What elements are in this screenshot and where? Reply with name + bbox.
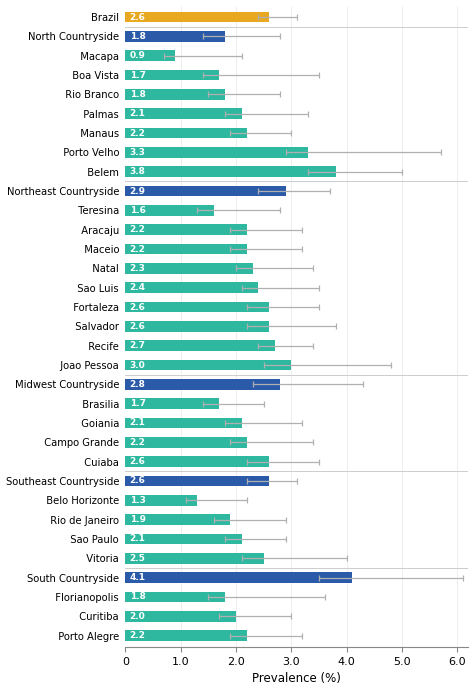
Text: 2.8: 2.8	[130, 380, 146, 389]
Bar	[125, 611, 236, 622]
Text: 1.6: 1.6	[130, 206, 146, 215]
Bar	[125, 31, 225, 41]
Text: 0.9: 0.9	[130, 51, 146, 60]
Bar	[125, 553, 264, 564]
Text: 2.6: 2.6	[130, 457, 146, 466]
Text: 2.6: 2.6	[130, 477, 146, 486]
Bar	[125, 417, 242, 428]
Bar	[125, 244, 247, 254]
Bar	[125, 360, 292, 370]
Text: 2.4: 2.4	[130, 283, 146, 292]
Bar	[125, 630, 247, 641]
Bar	[125, 128, 247, 138]
X-axis label: Prevalence (%): Prevalence (%)	[253, 672, 341, 685]
Bar	[125, 89, 225, 100]
Text: 1.8: 1.8	[130, 32, 146, 41]
Text: 2.7: 2.7	[130, 341, 146, 350]
Bar	[125, 205, 214, 216]
Bar	[125, 186, 286, 196]
Text: 2.6: 2.6	[130, 12, 146, 21]
Text: 2.1: 2.1	[130, 534, 146, 543]
Bar	[125, 263, 253, 274]
Text: 3.8: 3.8	[130, 167, 146, 176]
Text: 4.1: 4.1	[130, 573, 146, 582]
Bar	[125, 12, 269, 23]
Bar	[125, 572, 352, 583]
Bar	[125, 475, 269, 486]
Text: 2.2: 2.2	[130, 245, 146, 254]
Text: 1.9: 1.9	[130, 515, 146, 524]
Text: 1.8: 1.8	[130, 592, 146, 601]
Bar	[125, 591, 225, 603]
Bar	[125, 108, 242, 119]
Text: 1.8: 1.8	[130, 90, 146, 99]
Bar	[125, 379, 280, 390]
Bar	[125, 283, 258, 293]
Text: 2.5: 2.5	[130, 553, 146, 562]
Bar	[125, 50, 175, 61]
Bar	[125, 514, 230, 525]
Bar	[125, 302, 269, 312]
Bar	[125, 437, 247, 448]
Bar	[125, 533, 242, 545]
Text: 2.0: 2.0	[130, 612, 146, 621]
Text: 2.3: 2.3	[130, 264, 146, 273]
Text: 3.0: 3.0	[130, 361, 146, 370]
Text: 2.9: 2.9	[130, 187, 146, 196]
Bar	[125, 225, 247, 235]
Bar	[125, 70, 219, 80]
Text: 2.2: 2.2	[130, 225, 146, 234]
Text: 2.1: 2.1	[130, 419, 146, 428]
Text: 2.2: 2.2	[130, 129, 146, 138]
Text: 3.3: 3.3	[130, 148, 146, 157]
Text: 2.2: 2.2	[130, 438, 146, 447]
Bar	[125, 341, 275, 351]
Bar	[125, 147, 308, 158]
Bar	[125, 495, 197, 506]
Text: 2.6: 2.6	[130, 322, 146, 331]
Text: 2.2: 2.2	[130, 631, 146, 640]
Text: 1.7: 1.7	[130, 399, 146, 408]
Text: 2.6: 2.6	[130, 303, 146, 312]
Bar	[125, 398, 219, 409]
Text: 2.1: 2.1	[130, 109, 146, 118]
Bar	[125, 456, 269, 467]
Text: 1.7: 1.7	[130, 70, 146, 79]
Bar	[125, 321, 269, 332]
Text: 1.3: 1.3	[130, 495, 146, 505]
Bar	[125, 167, 336, 177]
